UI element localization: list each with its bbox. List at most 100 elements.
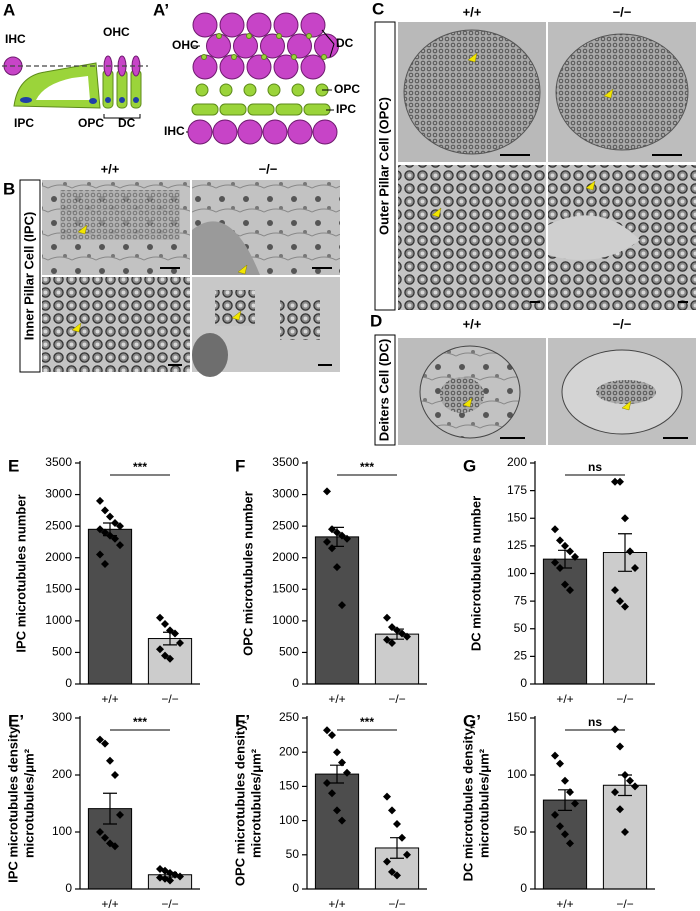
- genotype: −/−: [613, 4, 632, 19]
- panel-a: A IHC OHC IPC OPC DC: [2, 0, 148, 130]
- cell: [247, 103, 275, 116]
- data-point: [328, 525, 336, 534]
- bar: [602, 784, 648, 890]
- data-point: [561, 580, 569, 589]
- arrowhead: [603, 88, 614, 99]
- data-point: [383, 635, 391, 644]
- y-axis-label: IPC microtubules number: [13, 494, 28, 652]
- data-point: [338, 601, 346, 610]
- data-point: [631, 782, 639, 791]
- y-tick-label: 3000: [272, 487, 299, 501]
- y-tick-label: 3500: [45, 455, 72, 469]
- x-tick-label: +/+: [556, 692, 573, 706]
- panel-title: Deiters Cell (DC): [376, 339, 391, 442]
- y-tick-label: 100: [279, 813, 299, 827]
- x-tick-label: +/+: [101, 692, 118, 706]
- data-point: [333, 563, 341, 572]
- y-axis-label: microtubules/μm²: [21, 748, 36, 858]
- cell: [273, 12, 299, 38]
- data-point: [96, 496, 104, 505]
- data-point: [631, 563, 639, 572]
- bar: [542, 799, 588, 890]
- y-axis-label: IPC microtubules density,: [5, 724, 20, 883]
- x-tick-label: +/+: [328, 692, 345, 706]
- data-point: [551, 810, 559, 819]
- data-point: [343, 534, 351, 543]
- panel-a-prime: A’ OHC DC OPC IPC IHC: [153, 0, 360, 145]
- arrowhead: [71, 322, 82, 333]
- x-tick-label: −/−: [388, 897, 405, 911]
- data-point: [323, 537, 331, 546]
- y-tick-label: 250: [279, 710, 299, 724]
- data-point: [388, 623, 396, 632]
- significance-label: ***: [133, 460, 147, 474]
- y-tick-label: 0: [520, 676, 527, 690]
- data-point: [611, 477, 619, 486]
- y-tick-label: 2000: [272, 550, 299, 564]
- y-tick-label: 300: [52, 710, 72, 724]
- x-tick-label: −/−: [388, 692, 405, 706]
- data-point: [323, 778, 331, 787]
- y-axis-label: DC microtubules number: [468, 496, 483, 651]
- y-tick-label: 0: [65, 676, 72, 690]
- arrowhead: [621, 400, 632, 411]
- data-point: [571, 552, 579, 561]
- cell: [312, 119, 338, 145]
- data-point: [621, 771, 629, 779]
- arrowhead: [231, 310, 242, 321]
- y-tick-label: 0: [520, 881, 527, 895]
- data-point: [616, 597, 624, 606]
- data-point: [611, 788, 619, 797]
- data-point: [166, 654, 174, 663]
- data-point: [111, 534, 119, 543]
- arrowhead: [431, 207, 442, 218]
- data-point: [566, 839, 574, 848]
- significance-label: ns: [588, 460, 602, 474]
- arrowhead: [585, 180, 596, 191]
- bar: [314, 773, 360, 890]
- data-point: [333, 748, 341, 757]
- data-point: [343, 768, 351, 777]
- cell: [191, 103, 219, 116]
- data-point: [388, 806, 396, 815]
- panel-letter: F: [235, 456, 245, 475]
- data-point: [398, 629, 406, 638]
- data-point: [328, 544, 336, 553]
- data-point: [626, 547, 634, 556]
- cell: [314, 33, 339, 59]
- label: IHC: [164, 124, 185, 138]
- panel-letter: B: [3, 179, 15, 198]
- panel-letter: G’: [463, 711, 481, 730]
- data-point: [383, 792, 391, 801]
- genotype: +/+: [101, 161, 120, 176]
- cell: [261, 54, 267, 60]
- data-point: [338, 531, 346, 540]
- data-point: [551, 525, 559, 534]
- y-axis-label: microtubules/μm²: [476, 748, 491, 858]
- data-point: [156, 645, 164, 654]
- y-tick-label: 25: [514, 649, 528, 663]
- y-tick-label: 500: [52, 645, 72, 659]
- data-point: [328, 731, 336, 740]
- y-tick-label: 75: [514, 593, 528, 607]
- significance-label: ***: [360, 715, 374, 729]
- cell: [321, 54, 327, 60]
- cell: [287, 119, 313, 145]
- cell: [291, 54, 297, 60]
- data-point: [403, 632, 411, 641]
- error-bar: [103, 792, 117, 825]
- y-axis-label: OPC microtubules density,: [232, 721, 247, 886]
- cell: [212, 119, 238, 145]
- data-point: [323, 726, 331, 735]
- panel-letter: D: [370, 311, 382, 330]
- data-point: [383, 857, 391, 866]
- data-point: [96, 735, 104, 744]
- y-tick-label: 1500: [272, 581, 299, 595]
- data-point: [566, 788, 574, 797]
- panel-letter: F’: [235, 711, 250, 730]
- data-point: [616, 742, 624, 751]
- y-tick-label: 1000: [272, 613, 299, 627]
- cell: [291, 83, 305, 97]
- arrowhead: [462, 397, 473, 408]
- label: OPC: [334, 82, 360, 96]
